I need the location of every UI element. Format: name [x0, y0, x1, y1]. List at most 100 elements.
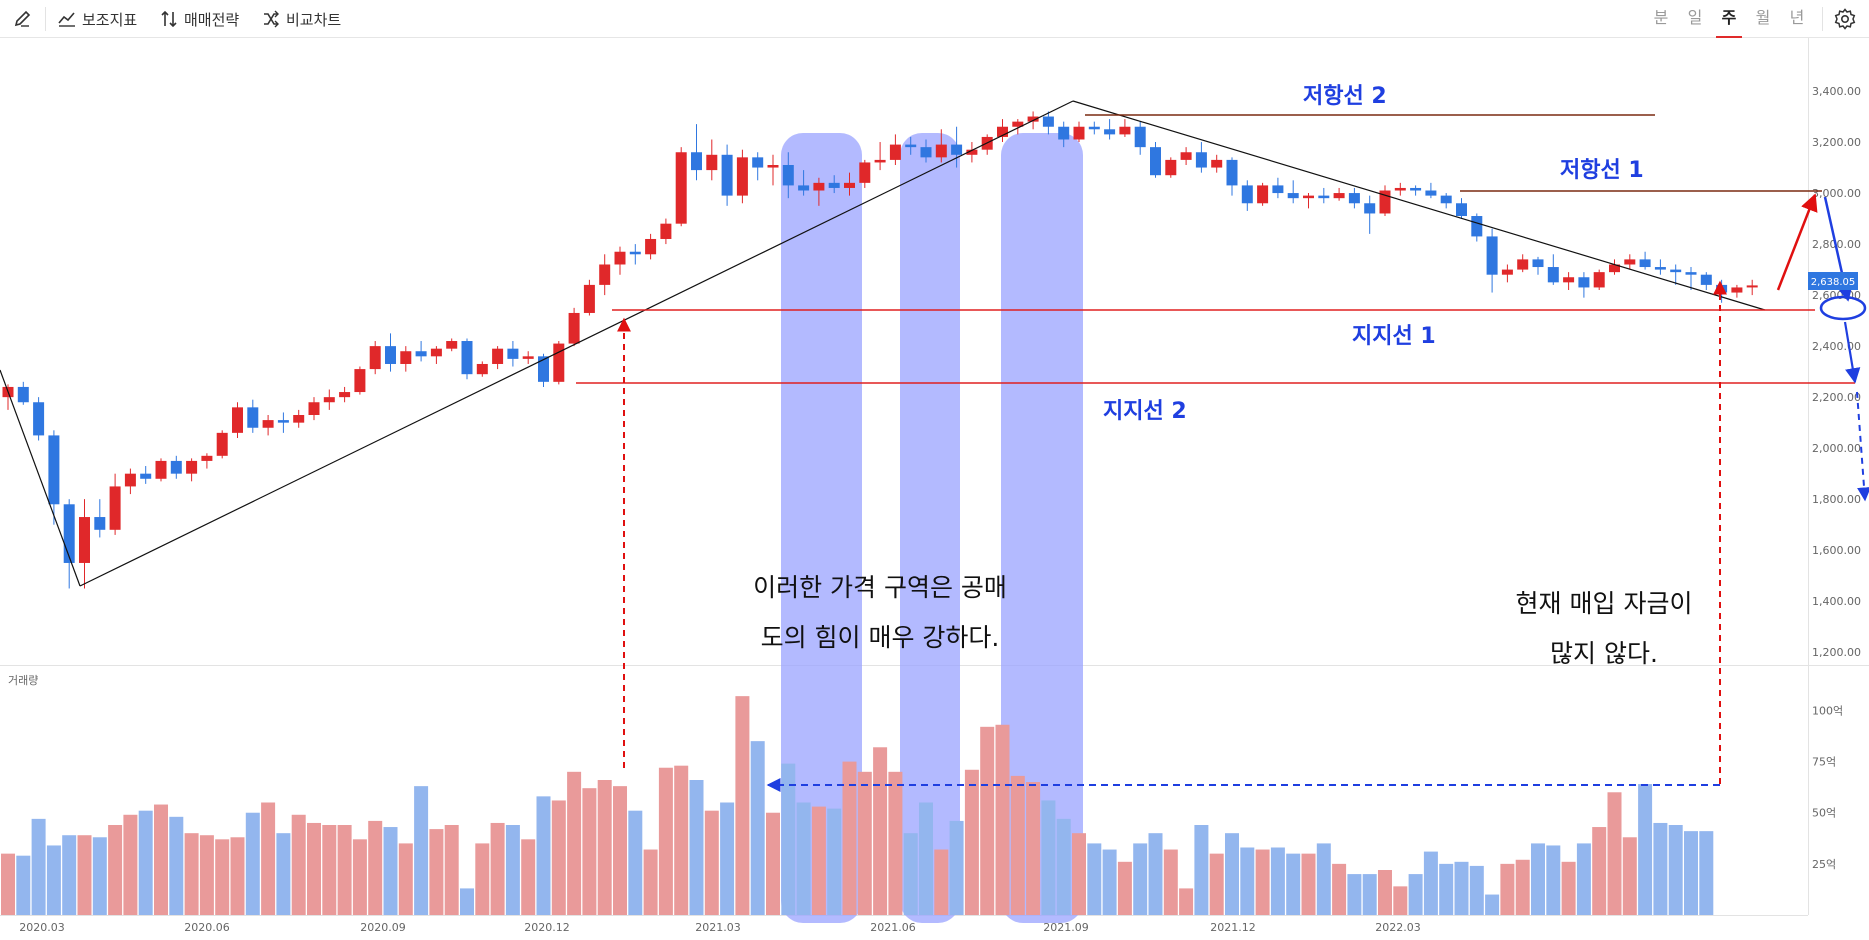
candle-body: [568, 312, 580, 344]
volume-bar: [888, 771, 903, 915]
timeframe-4[interactable]: 년: [1789, 8, 1805, 27]
candle-body: [1685, 272, 1697, 275]
indicator-button[interactable]: 보조지표: [58, 0, 137, 38]
volume-bar: [873, 747, 888, 915]
volume-bar: [1500, 863, 1515, 915]
candle-body: [492, 348, 504, 364]
candle-body: [1425, 190, 1437, 196]
volume-bar: [1316, 843, 1331, 915]
time-tick-label: 2021.03: [695, 921, 741, 934]
candle-body: [920, 147, 932, 158]
compare-icon: [264, 10, 279, 28]
candle-body: [706, 154, 718, 171]
price-tick-label: 2,000.00: [1812, 442, 1861, 455]
volume-bar: [138, 810, 153, 915]
selling-pressure-zone-0: [781, 133, 862, 923]
candle-body: [1486, 236, 1498, 275]
volume-bar: [1209, 853, 1224, 915]
candle-body: [1364, 203, 1376, 214]
candle-body: [1578, 277, 1590, 288]
volume-bar: [796, 802, 811, 915]
time-tick-label: 2021.06: [870, 921, 916, 934]
price-tick-label: 3,000.00: [1812, 187, 1861, 200]
candle-body: [645, 238, 657, 255]
support-1-label: 지지선 1: [1352, 324, 1436, 349]
volume-bar: [108, 825, 123, 915]
timeframe-2[interactable]: 주: [1716, 0, 1742, 38]
volume-bar: [521, 839, 536, 915]
candle-body: [1394, 187, 1406, 191]
volume-bar: [1087, 843, 1102, 915]
current-price-circle: [1819, 295, 1867, 321]
candle-body: [155, 460, 167, 479]
candle-body: [1501, 269, 1513, 275]
candle-body: [1165, 159, 1177, 176]
compare-button[interactable]: 비교차트: [262, 0, 341, 38]
volume-bar: [1270, 847, 1285, 915]
candle-body: [1226, 159, 1238, 186]
timeframe-3[interactable]: 월: [1755, 8, 1771, 27]
volume-bar: [919, 802, 933, 915]
volume-bar: [827, 808, 842, 915]
candle-body: [951, 144, 963, 155]
candle-body: [1670, 269, 1682, 273]
volume-bar: [291, 814, 306, 915]
pen-icon: [14, 10, 31, 27]
candle-body: [1042, 116, 1054, 127]
volume-bar: [245, 812, 260, 915]
candle-body: [553, 343, 565, 382]
trend-line-1: [79, 100, 1074, 587]
candle-body: [507, 348, 519, 359]
drawing-tool-button[interactable]: [12, 0, 32, 38]
volume-bar: [949, 820, 964, 915]
candle-body: [33, 402, 45, 436]
candle-body: [94, 517, 106, 530]
indicator-label: 보조지표: [82, 10, 138, 29]
candle-body: [1532, 259, 1544, 268]
candle-body: [1027, 116, 1039, 122]
resistance-2-label: 저항선 2: [1303, 84, 1387, 109]
price-tick-label: 1,400.00: [1812, 595, 1861, 608]
strategy-button[interactable]: 매매전략: [160, 0, 239, 38]
bearish-scenario-arrow-2: [1843, 321, 1861, 384]
price-tick-label: 3,400.00: [1812, 85, 1861, 98]
candle-body: [461, 341, 473, 375]
settings-button[interactable]: [1833, 0, 1857, 38]
candle-body: [1012, 121, 1024, 127]
volume-bar: [490, 822, 505, 915]
candle-body: [538, 356, 549, 382]
timeframe-0[interactable]: 분: [1653, 8, 1669, 27]
volume-bar: [1408, 874, 1423, 915]
candle-body: [1410, 187, 1422, 191]
time-tick-label: 2020.12: [524, 921, 570, 934]
candle-body: [1241, 185, 1253, 204]
candle-body: [1180, 152, 1192, 160]
candle-body: [522, 356, 534, 359]
volume-bar: [781, 763, 796, 915]
candle-body: [844, 182, 855, 188]
candle-body: [124, 473, 136, 487]
volume-bar: [368, 820, 383, 915]
volume-bar: [1531, 843, 1545, 915]
candle-body: [813, 182, 825, 191]
candle-body: [48, 435, 60, 505]
candle-body: [1547, 267, 1559, 283]
candle-body: [1440, 195, 1452, 204]
candle-body: [446, 341, 458, 349]
support-2-label: 지지선 2: [1103, 399, 1187, 424]
volume-bar: [1041, 800, 1056, 915]
volume-bar: [1332, 863, 1347, 915]
time-tick-label: 2022.03: [1375, 921, 1421, 934]
candle-body: [736, 157, 748, 196]
volume-bar: [1117, 861, 1132, 915]
shorting-note-line-1: 이러한 가격 구역은 공매: [753, 573, 1007, 602]
volume-bar: [689, 780, 704, 915]
stock-chart[interactable]: 3,400.003,200.003,000.002,800.002,600.00…: [0, 38, 1869, 940]
volume-bar: [1102, 849, 1117, 915]
candle-body: [1150, 147, 1161, 176]
candle-body: [1211, 159, 1223, 168]
candle-body: [675, 152, 687, 224]
volume-bar: [1286, 853, 1301, 915]
volume-bar: [811, 806, 826, 915]
timeframe-1[interactable]: 일: [1687, 8, 1703, 27]
